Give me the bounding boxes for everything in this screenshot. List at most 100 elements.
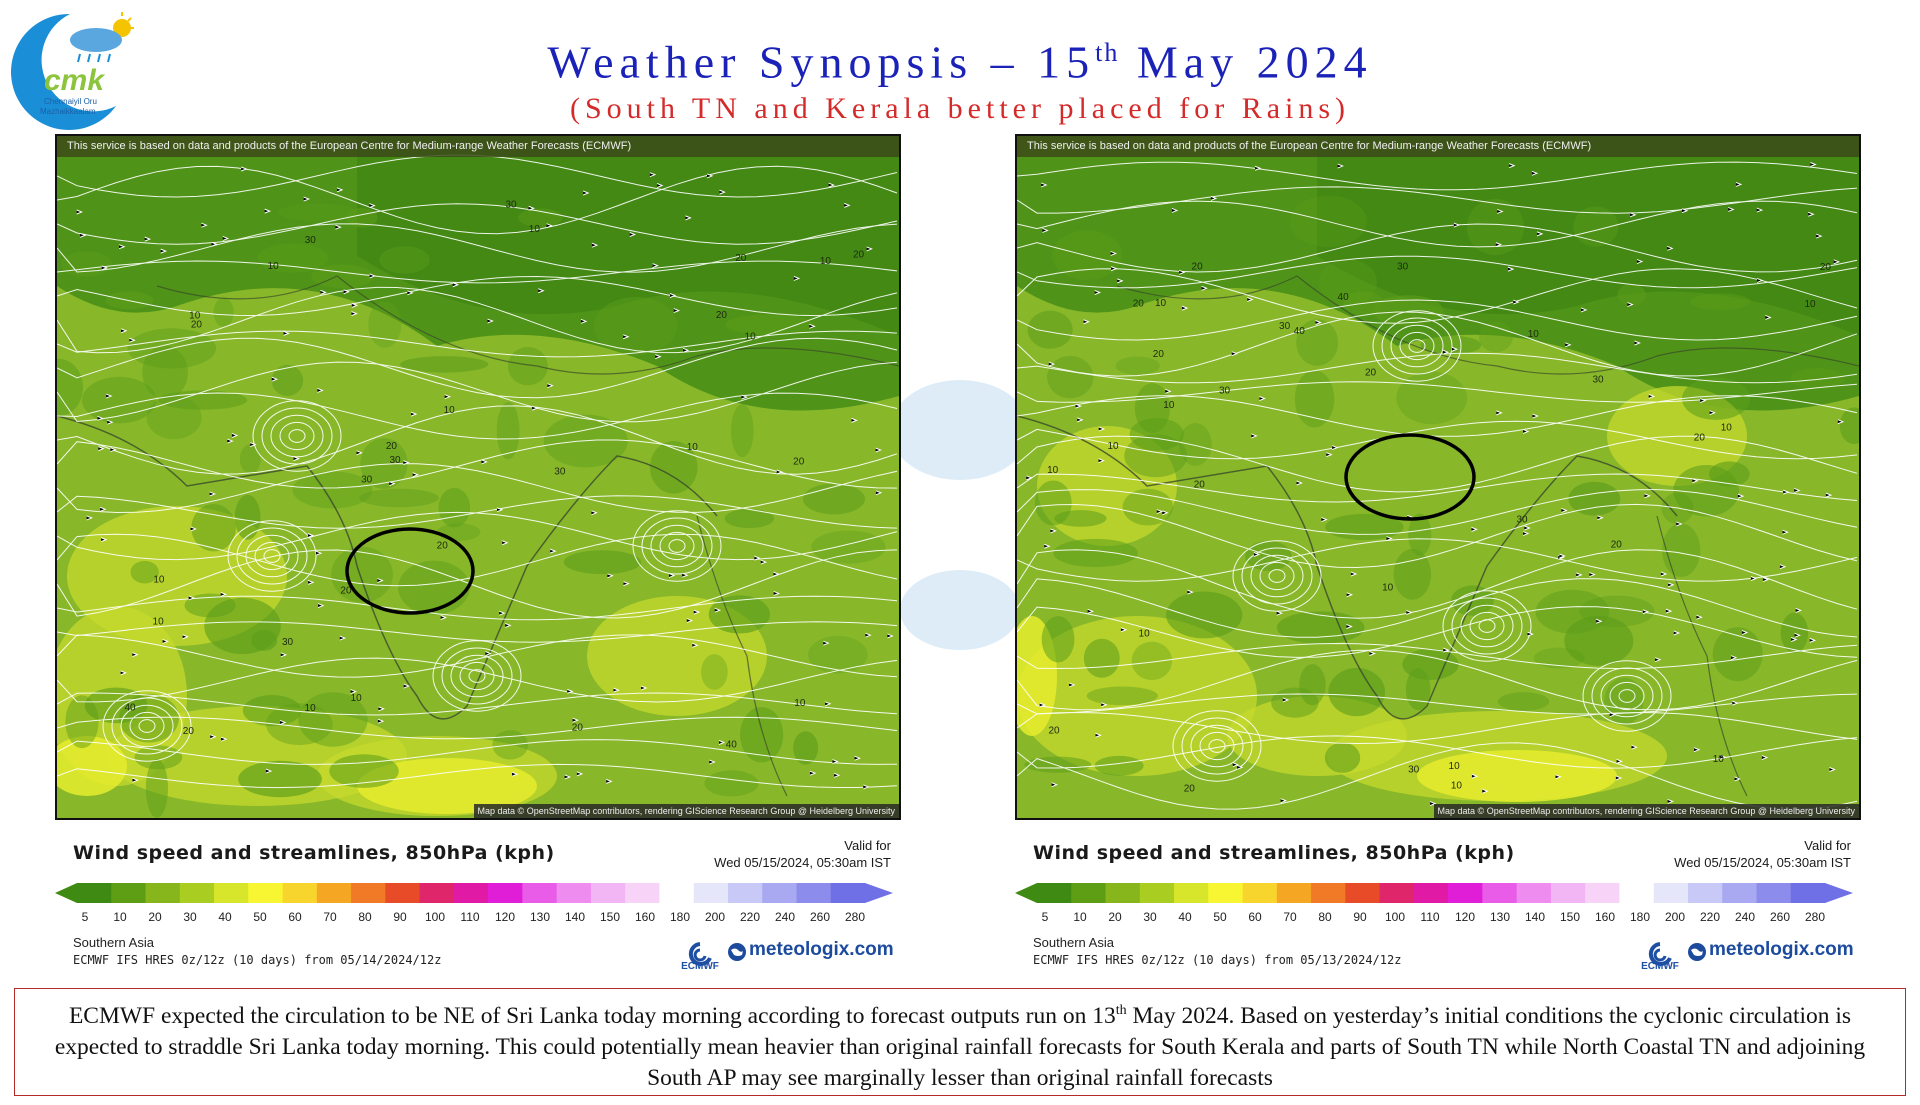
scale-tick-label: 160 (635, 910, 656, 924)
streamline-arrow (591, 510, 598, 516)
ecmwf-logo-icon (1648, 942, 1672, 966)
streamline-arrow (1482, 788, 1489, 794)
map-data-attribution: Map data © OpenStreetMap contributors, r… (1433, 804, 1859, 818)
vortex-streamline (270, 414, 324, 458)
meteologix-brand[interactable]: meteologix.com (1709, 939, 1854, 960)
vortex-streamline (245, 534, 299, 578)
streamline-arrow (875, 490, 883, 496)
streamline-arrow (656, 183, 664, 188)
streamline-arrow (307, 533, 315, 538)
streamline-arrow (1779, 564, 1787, 570)
streamline-arrow (511, 771, 519, 777)
vortex-streamline (1469, 611, 1505, 641)
streamline-arrow (1042, 227, 1049, 233)
streamline-arrow (865, 632, 872, 638)
scale-tick-label: 280 (845, 910, 866, 924)
streamline-arrow (1829, 767, 1836, 772)
wind-speed-label: 10 (1382, 582, 1394, 593)
terrain-mottle (649, 441, 698, 494)
streamline-arrow (1795, 607, 1803, 613)
streamline-arrow (607, 573, 614, 579)
streamline-arrow (576, 771, 584, 777)
streamline-arrow (1730, 655, 1738, 661)
wind-speed-label: 40 (1294, 326, 1306, 337)
terrain-mottle (1296, 319, 1339, 366)
meteologix-brand[interactable]: meteologix.com (749, 939, 894, 960)
streamline-arrow (1837, 419, 1845, 425)
vortex-streamline (468, 669, 486, 683)
region-label: Southern Asia (73, 935, 154, 950)
streamline-arrow (335, 224, 342, 230)
streamline-arrow (538, 288, 545, 294)
scale-tick-label: 130 (1490, 910, 1511, 924)
terrain-mottle (1131, 641, 1173, 681)
streamline-arrow (564, 774, 572, 780)
streamline-arrow (293, 456, 300, 462)
terrain-mottle (257, 243, 329, 273)
terrain-mottle (507, 347, 548, 386)
streamline (57, 634, 898, 678)
streamline-arrow (1636, 259, 1644, 265)
ecmwf-label: ECMWF (1641, 961, 1679, 972)
scale-swatch (1208, 883, 1244, 903)
wind-speed-label: 10 (529, 224, 541, 235)
streamline (57, 463, 898, 514)
wind-speed-label: 20 (183, 726, 195, 737)
terrain-mottle (1405, 668, 1431, 711)
streamline-arrow (1201, 285, 1208, 291)
streamline-arrow (1231, 351, 1239, 357)
streamline-arrow (528, 205, 535, 211)
streamline-arrow (1098, 426, 1106, 432)
streamline-arrow (1565, 342, 1572, 348)
terrain-mottle (360, 438, 408, 489)
terrain-mottle (496, 401, 520, 460)
streamline-arrow (1280, 798, 1288, 804)
terrain-mottle (1533, 647, 1585, 669)
scale-swatch (1448, 883, 1483, 903)
streamline (1017, 381, 1858, 403)
streamline (57, 260, 898, 284)
terrain-mottle (1294, 370, 1335, 428)
wind-speed-patch-strong (1417, 750, 1617, 802)
streamline-arrow (407, 290, 414, 296)
vortex-streamline (252, 400, 342, 472)
vortex-streamline (102, 690, 192, 762)
scale-tick-label: 10 (1073, 910, 1087, 924)
scale-swatch (522, 883, 558, 903)
scale-swatch (316, 883, 352, 903)
terrain-mottle (1420, 335, 1482, 355)
streamline-arrow (317, 603, 325, 609)
streamline-arrow (1756, 207, 1764, 213)
streamline (1017, 435, 1858, 493)
streamline-arrow (851, 417, 858, 423)
streamline-arrow (1660, 571, 1668, 577)
scale-swatch (282, 883, 318, 903)
vortex-streamline (1199, 731, 1235, 761)
wind-speed-label: 10 (1155, 298, 1167, 309)
streamline-arrow (1627, 302, 1634, 308)
streamline-arrow (613, 687, 620, 693)
border-line (1116, 275, 1859, 375)
streamline-arrow (866, 246, 873, 252)
terrain-mottle (368, 301, 402, 348)
streamline (57, 595, 898, 621)
scale-tick-label: 120 (495, 910, 516, 924)
scale-swatch (1071, 883, 1107, 903)
valid-date: Wed 05/15/2024, 05:30am IST (1674, 855, 1851, 870)
scale-tick-label: 60 (1248, 910, 1262, 924)
color-scale-bar (1015, 883, 1853, 903)
streamline-arrow (863, 784, 870, 790)
vortex-streamline (1609, 681, 1645, 711)
streamline-arrow (1162, 510, 1169, 516)
terrain-mottle (61, 251, 112, 277)
vortex-streamline (1208, 739, 1226, 753)
scale-tick-label: 260 (1770, 910, 1791, 924)
streamline-arrow (1676, 521, 1683, 527)
terrain-mottle (184, 593, 236, 618)
streamline-arrow (1110, 266, 1118, 272)
coastline (1656, 515, 1748, 797)
streamline-arrow (129, 337, 136, 343)
terrain-mottle (142, 345, 188, 400)
streamline-arrow (377, 718, 385, 724)
scale-tick-label: 200 (1665, 910, 1686, 924)
